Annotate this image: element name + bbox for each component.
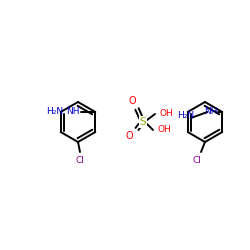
Text: Cl: Cl — [192, 156, 202, 165]
Text: H₂N: H₂N — [177, 112, 194, 120]
Text: S: S — [140, 117, 146, 127]
Text: NH: NH — [204, 108, 217, 116]
Text: NH: NH — [66, 108, 79, 116]
Text: O: O — [125, 131, 133, 141]
Text: Cl: Cl — [76, 156, 84, 165]
Text: OH: OH — [160, 110, 174, 118]
Text: OH: OH — [158, 126, 172, 134]
Text: O: O — [128, 96, 136, 106]
Text: H₂N: H₂N — [46, 108, 63, 116]
